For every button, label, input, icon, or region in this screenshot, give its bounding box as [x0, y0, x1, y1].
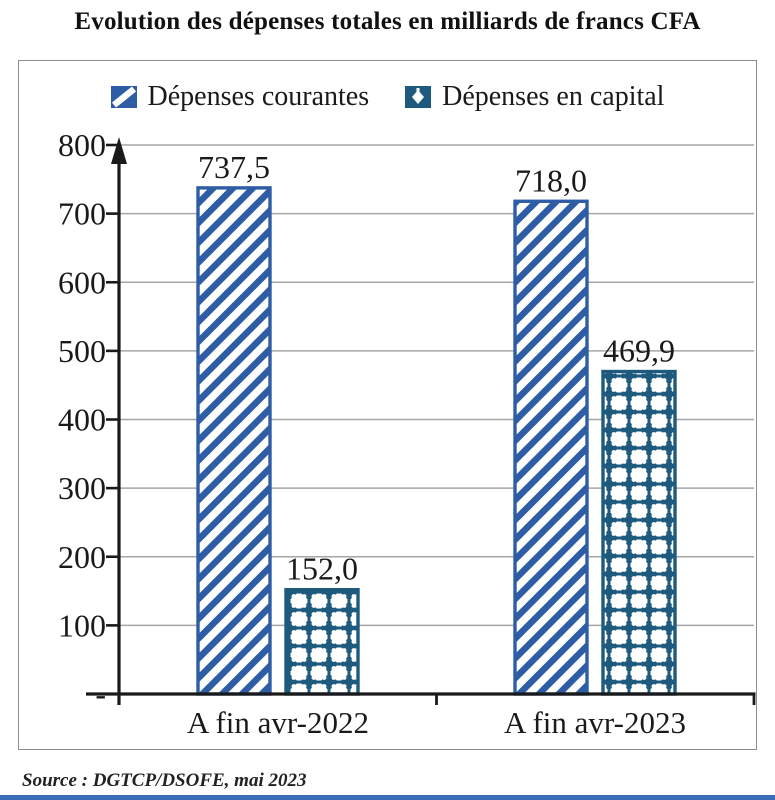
- legend-label-depenses-courantes: Dépenses courantes: [147, 81, 370, 112]
- bottom-accent-bar: [0, 795, 775, 800]
- axis-labels: 800 700 600 500 400 300 200 100 - 737,5 152,0 A fin…: [58, 127, 686, 740]
- bar-courantes-0: [196, 186, 272, 696]
- y-tick-label: 700: [58, 196, 106, 232]
- bar-chart-plot: 800 700 600 500 400 300 200 100 - 737,5 152,0 A fin…: [58, 127, 756, 740]
- legend-swatch-diamond-icon: [405, 86, 432, 108]
- y-tick-label: -: [95, 676, 106, 712]
- bar-value-label: 469,9: [603, 333, 675, 369]
- legend-item-depenses-courantes: Dépenses courantes: [110, 81, 370, 113]
- y-tick-label: 600: [58, 264, 106, 300]
- axes: [86, 137, 756, 705]
- bar-capital-0: [284, 587, 360, 696]
- x-category-label: A fin avr-2022: [187, 705, 369, 740]
- y-tick-label: 800: [58, 127, 106, 163]
- source-note: Source : DGTCP/DSOFE, mai 2023: [22, 770, 307, 791]
- y-tick-label: 500: [58, 333, 106, 369]
- y-tick-label: 300: [58, 470, 106, 506]
- bar-courantes-1: [513, 199, 589, 696]
- bar-value-label: 737,5: [198, 149, 270, 185]
- y-tick-label: 200: [58, 539, 106, 575]
- bars: [196, 186, 677, 696]
- y-axis-arrow-icon: [111, 137, 127, 164]
- chart-legend: Dépenses courantes Dépenses en capital: [19, 81, 756, 113]
- chart-title: Evolution des dépenses totales en millia…: [74, 8, 701, 35]
- y-tick-label: 100: [58, 607, 106, 643]
- bar-value-label: 718,0: [515, 162, 587, 198]
- legend-item-depenses-en-capital: Dépenses en capital: [405, 81, 664, 113]
- legend-label-depenses-en-capital: Dépenses en capital: [442, 81, 665, 112]
- bar-value-label: 152,0: [286, 551, 358, 587]
- bar-capital-1: [601, 369, 677, 696]
- chart-plot-frame: Dépenses courantes Dépenses en capital: [18, 60, 757, 750]
- y-tick-label: 400: [58, 402, 106, 438]
- legend-swatch-hatch-icon: [110, 86, 137, 108]
- x-category-label: A fin avr-2023: [504, 705, 686, 740]
